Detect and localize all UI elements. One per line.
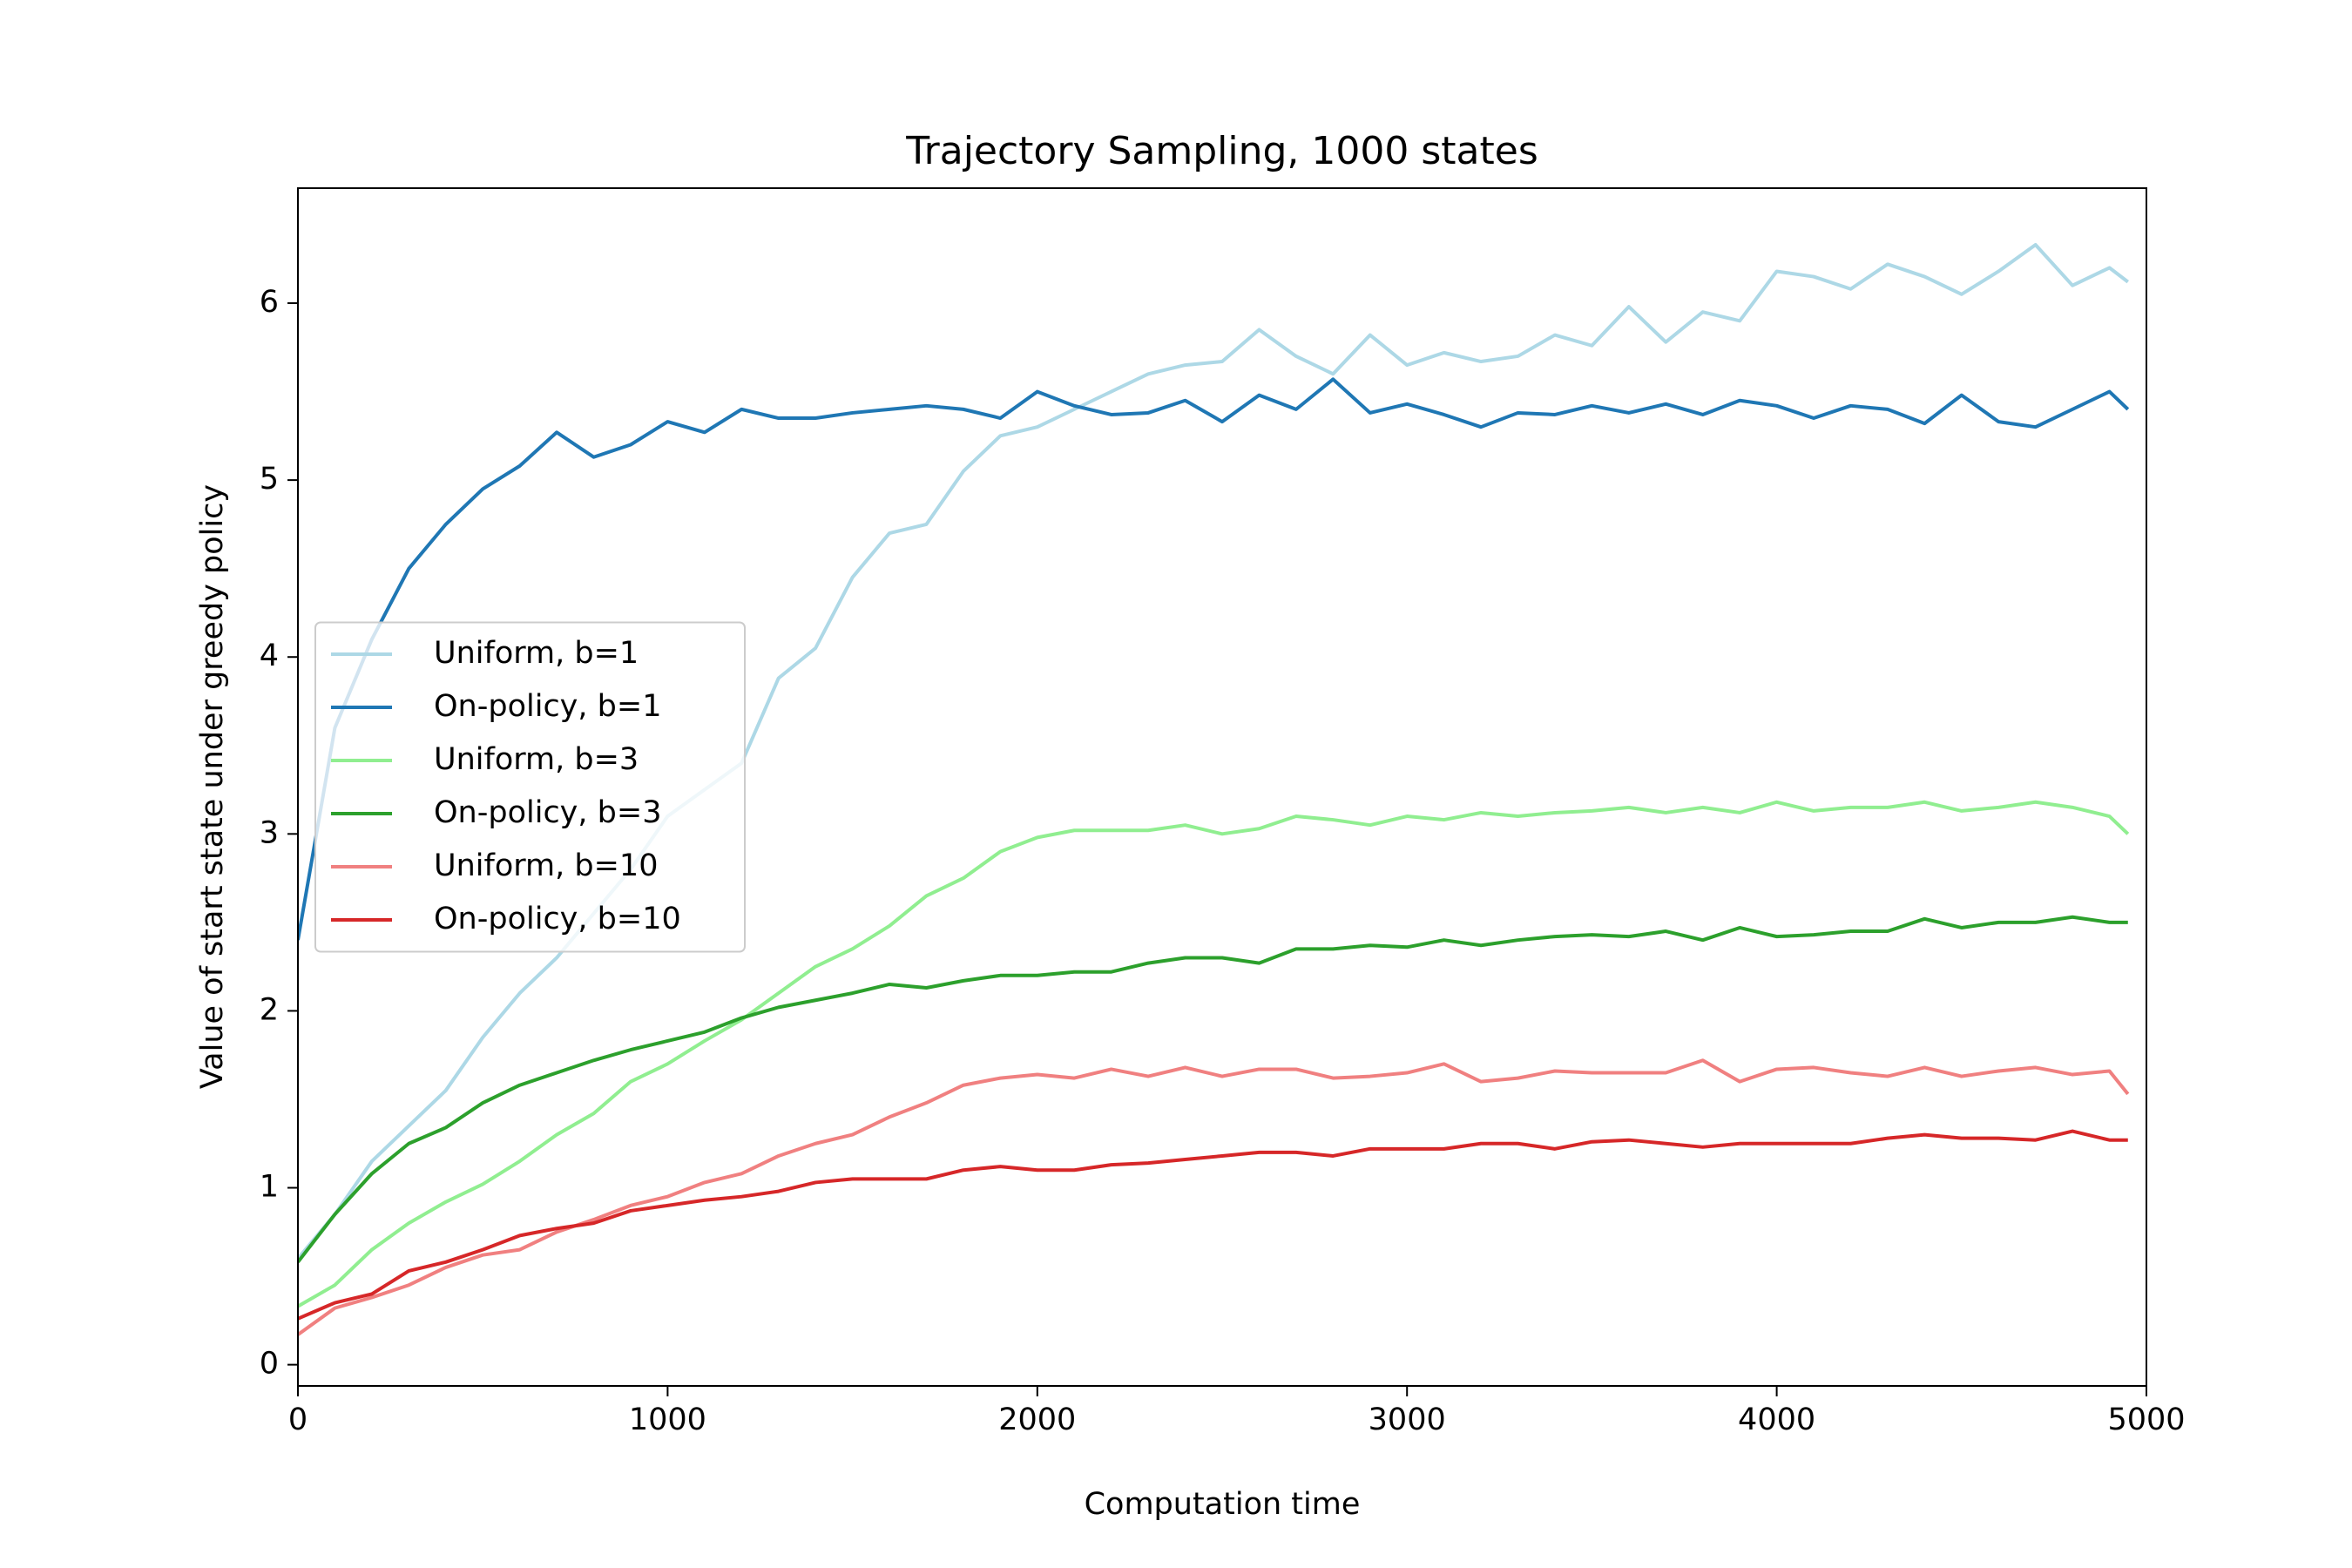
- x-tick-label: 4000: [1738, 1402, 1815, 1437]
- series-line: [298, 377, 2130, 941]
- series-line: [298, 1058, 2130, 1336]
- legend-label: On-policy, b=10: [434, 902, 681, 936]
- series-line: [298, 1129, 2128, 1321]
- y-tick-label: 0: [260, 1347, 279, 1382]
- y-tick-label: 3: [260, 815, 279, 850]
- legend-label: On-policy, b=3: [434, 795, 661, 830]
- series-line: [298, 915, 2128, 1264]
- y-tick-label: 1: [260, 1170, 279, 1205]
- legend-label: On-policy, b=1: [434, 689, 661, 724]
- chart-title: Trajectory Sampling, 1000 states: [905, 129, 1538, 173]
- x-axis-label: Computation time: [1085, 1487, 1361, 1522]
- y-axis-label: Value of start state under greedy policy: [195, 484, 230, 1089]
- legend-label: Uniform, b=3: [434, 742, 639, 777]
- x-tick-label: 2000: [998, 1402, 1076, 1437]
- legend-label: Uniform, b=1: [434, 636, 639, 671]
- legend-box: [314, 621, 746, 953]
- x-tick-label: 0: [288, 1402, 308, 1437]
- legend-label: Uniform, b=10: [434, 848, 658, 883]
- y-tick-label: 2: [260, 992, 279, 1027]
- y-tick-label: 6: [260, 285, 279, 320]
- plot-frame: [297, 187, 2147, 1387]
- x-tick-label: 1000: [629, 1402, 706, 1437]
- x-tick-label: 5000: [2107, 1402, 2185, 1437]
- series-line: [298, 800, 2130, 1308]
- y-tick-label: 4: [260, 639, 279, 673]
- y-tick-label: 5: [260, 462, 279, 497]
- x-tick-label: 3000: [1369, 1402, 1446, 1437]
